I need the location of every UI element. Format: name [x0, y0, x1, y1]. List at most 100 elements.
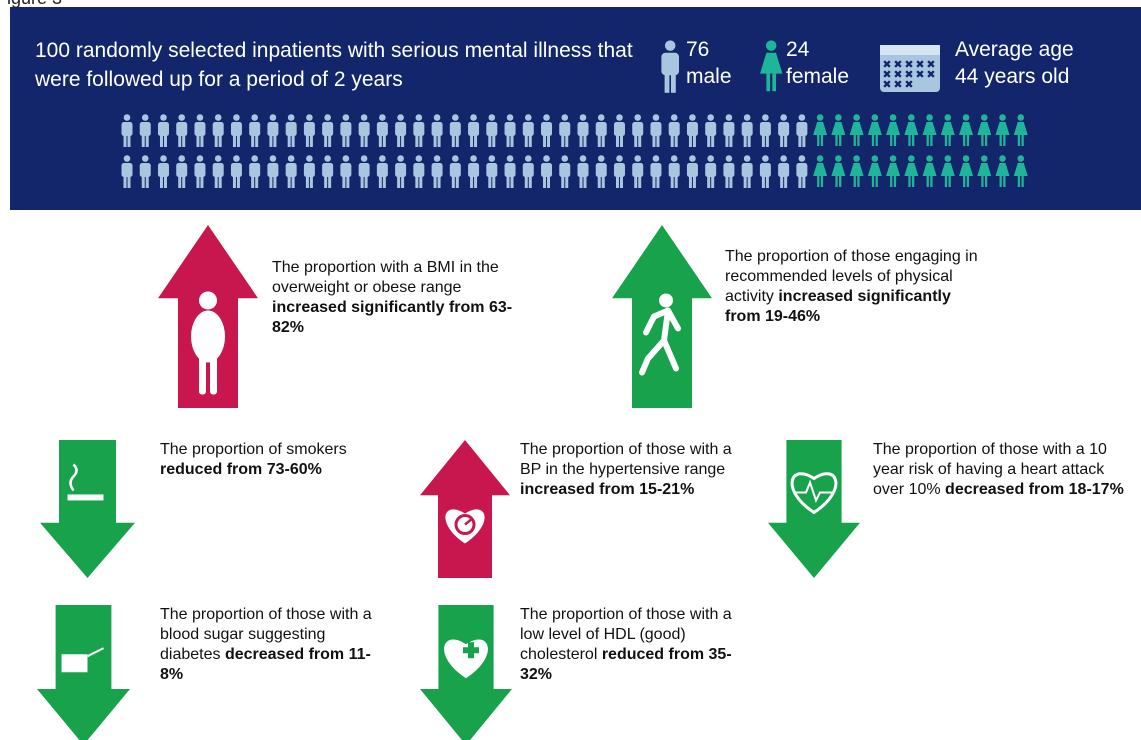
leg: [251, 134, 255, 147]
torso: [340, 163, 352, 177]
leg: [802, 134, 806, 147]
head: [433, 114, 441, 121]
head: [853, 155, 860, 162]
leg: [528, 175, 532, 188]
leg: [688, 134, 692, 147]
torso: [395, 122, 407, 136]
leg: [309, 134, 313, 147]
male-icon: [303, 155, 315, 188]
leg: [528, 134, 532, 147]
head: [160, 114, 167, 121]
male-icon: [431, 114, 443, 147]
torso: [303, 163, 315, 177]
leg: [615, 175, 619, 188]
male-icon: [723, 114, 735, 147]
male-icon: [796, 155, 808, 188]
leg: [984, 176, 988, 187]
leg: [210, 356, 217, 395]
head: [889, 155, 897, 162]
head: [433, 155, 441, 162]
head: [798, 114, 806, 121]
male-icon: [723, 155, 735, 188]
panel-arrow: [768, 440, 860, 578]
head: [233, 155, 240, 162]
male-icon: [249, 114, 261, 147]
leg: [707, 175, 711, 188]
plus: [463, 642, 479, 659]
female-icon: [867, 114, 882, 146]
panel-description: The proportion of those with a low level…: [520, 606, 732, 663]
male-icon: [759, 114, 771, 147]
panel-text: The proportion with a BMI in the overwei…: [272, 258, 530, 338]
calendar-x: ✖: [893, 79, 902, 91]
female-icon: [760, 40, 783, 92]
head: [664, 40, 676, 51]
torso: [358, 163, 370, 177]
torso: [449, 163, 461, 177]
torso: [139, 122, 151, 136]
leg: [765, 175, 769, 188]
leg: [178, 134, 182, 147]
female-icon: [959, 155, 974, 187]
leg: [597, 175, 601, 188]
male-icon: [212, 114, 224, 147]
male-icon: [413, 155, 425, 188]
male-icon: [796, 114, 808, 147]
head: [725, 114, 733, 121]
male-icon: [504, 155, 516, 188]
leg: [159, 175, 163, 188]
head: [360, 155, 368, 162]
leg: [455, 175, 459, 188]
head: [488, 155, 496, 162]
male-icon: [230, 155, 242, 188]
torso: [121, 163, 133, 177]
male-icon: [212, 155, 224, 188]
torso: [212, 122, 224, 136]
leg: [346, 175, 350, 188]
head: [324, 155, 331, 162]
torso: [559, 122, 571, 136]
female-icon: [1013, 114, 1028, 146]
leg: [871, 135, 875, 146]
head: [980, 114, 988, 121]
male-icon: [139, 155, 151, 188]
leg: [820, 135, 824, 146]
leg: [656, 134, 660, 147]
dress: [886, 163, 901, 176]
head: [561, 155, 569, 162]
head: [452, 155, 459, 162]
leg: [451, 175, 455, 188]
male-icon: [121, 155, 133, 188]
figure-label: Figure 3: [0, 0, 62, 9]
leg: [984, 135, 988, 146]
head: [634, 114, 642, 121]
male-icon: [176, 114, 188, 147]
leg: [652, 134, 656, 147]
torso: [230, 163, 242, 177]
panel-description: The proportion of those with a 10 year r…: [873, 441, 1107, 498]
leg: [200, 134, 204, 147]
leg: [652, 175, 656, 188]
torso: [395, 163, 407, 177]
leg: [638, 175, 642, 188]
leg: [743, 175, 747, 188]
leg: [671, 72, 676, 93]
leg: [488, 175, 492, 188]
leg: [309, 175, 313, 188]
leg: [123, 175, 127, 188]
leg: [182, 175, 186, 188]
head: [287, 155, 295, 162]
torso: [322, 122, 334, 136]
leg: [506, 175, 510, 188]
female-icon: [886, 114, 901, 146]
dress: [867, 163, 882, 176]
torso: [504, 122, 516, 136]
torso: [759, 163, 771, 177]
leg: [232, 134, 236, 147]
torso: [668, 122, 680, 136]
torso: [139, 163, 151, 177]
leg: [798, 134, 802, 147]
male-icon: [559, 155, 571, 188]
leg: [747, 175, 751, 188]
leg: [871, 176, 875, 187]
